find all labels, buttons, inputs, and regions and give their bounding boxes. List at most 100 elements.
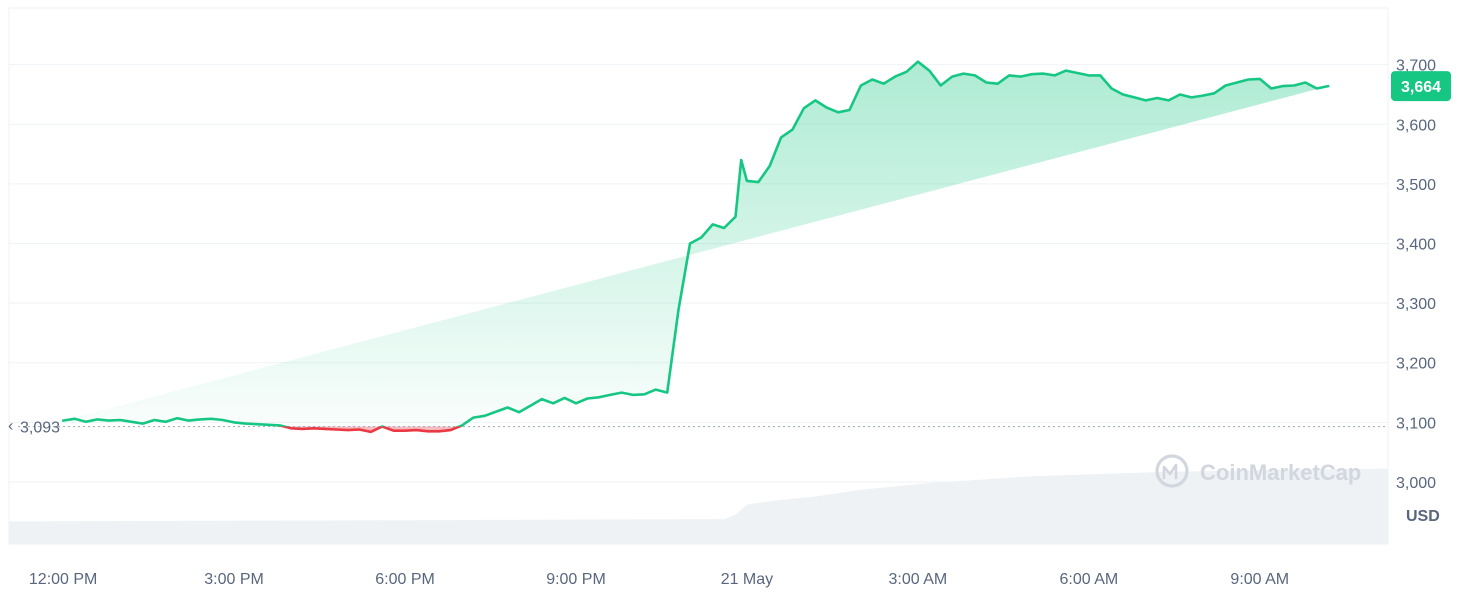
price-point[interactable] [927, 69, 931, 73]
price-point[interactable] [232, 420, 236, 424]
price-point[interactable] [369, 430, 373, 434]
price-point[interactable] [540, 397, 544, 401]
price-point[interactable] [722, 226, 726, 230]
price-point[interactable] [1121, 92, 1125, 96]
price-point[interactable] [73, 417, 77, 421]
price-point[interactable] [198, 417, 202, 421]
price-point[interactable] [859, 84, 863, 88]
price-point[interactable] [1235, 81, 1239, 85]
price-point[interactable] [426, 429, 430, 433]
price-point[interactable] [255, 422, 259, 426]
price-point[interactable] [357, 428, 361, 432]
price-point[interactable] [1281, 84, 1285, 88]
price-point[interactable] [677, 307, 681, 311]
price-point[interactable] [825, 106, 829, 110]
price-point[interactable] [688, 242, 692, 246]
price-point[interactable] [893, 75, 897, 79]
price-point[interactable] [836, 110, 840, 114]
price-point[interactable] [1372, 0, 1376, 2]
price-point[interactable] [483, 414, 487, 418]
price-point[interactable] [1326, 84, 1330, 88]
price-point[interactable] [1132, 95, 1136, 99]
price-point[interactable] [335, 428, 339, 432]
price-point[interactable] [939, 84, 943, 88]
price-point[interactable] [1246, 78, 1250, 82]
price-point[interactable] [1292, 84, 1296, 88]
price-point[interactable] [1224, 84, 1228, 88]
price-point[interactable] [711, 222, 715, 226]
price-point[interactable] [323, 427, 327, 431]
price-point[interactable] [973, 73, 977, 77]
price-point[interactable] [996, 82, 1000, 86]
price-point[interactable] [745, 179, 749, 183]
price-point[interactable] [289, 426, 293, 430]
price-point[interactable] [1360, 0, 1364, 2]
price-point[interactable] [1110, 86, 1114, 90]
price-point[interactable] [1338, 0, 1342, 2]
price-point[interactable] [585, 397, 589, 401]
price-point[interactable] [300, 427, 304, 431]
price-point[interactable] [768, 164, 772, 168]
price-point[interactable] [1155, 96, 1159, 100]
price-point[interactable] [848, 108, 852, 112]
price-point[interactable] [563, 396, 567, 400]
price-point[interactable] [1269, 86, 1273, 90]
price-point[interactable] [1189, 95, 1193, 99]
price-point[interactable] [494, 410, 498, 414]
price-point[interactable] [243, 422, 247, 426]
price-point[interactable] [631, 393, 635, 397]
price-point[interactable] [1349, 0, 1353, 2]
price-point[interactable] [1007, 73, 1011, 77]
price-point[interactable] [1201, 94, 1205, 98]
price-point[interactable] [278, 423, 282, 427]
price-point[interactable] [1098, 73, 1102, 77]
price-point[interactable] [1053, 73, 1057, 77]
price-point[interactable] [118, 418, 122, 422]
price-point[interactable] [620, 391, 624, 395]
price-point[interactable] [506, 405, 510, 409]
price-point[interactable] [574, 401, 578, 405]
price-point[interactable] [130, 420, 134, 424]
price-point[interactable] [870, 78, 874, 82]
price-point[interactable] [164, 420, 168, 424]
price-point[interactable] [734, 215, 738, 219]
price-point[interactable] [95, 417, 99, 421]
price-point[interactable] [152, 418, 156, 422]
price-point[interactable] [1064, 69, 1068, 73]
price-point[interactable] [1018, 75, 1022, 79]
price-point[interactable] [1178, 92, 1182, 96]
price-point[interactable] [904, 70, 908, 74]
price-point[interactable] [608, 393, 612, 397]
price-point[interactable] [1075, 71, 1079, 75]
price-point[interactable] [209, 417, 213, 421]
price-point[interactable] [186, 419, 190, 423]
price-point[interactable] [984, 81, 988, 85]
price-point[interactable] [1303, 81, 1307, 85]
price-point[interactable] [739, 158, 743, 162]
price-point[interactable] [551, 401, 555, 405]
price-point[interactable] [528, 404, 532, 408]
price-point[interactable] [779, 135, 783, 139]
price-point[interactable] [791, 128, 795, 132]
price-point[interactable] [1041, 72, 1045, 76]
price-point[interactable] [141, 422, 145, 426]
price-point[interactable] [517, 410, 521, 414]
price-point[interactable] [1315, 86, 1319, 90]
price-point[interactable] [813, 98, 817, 102]
price-point[interactable] [266, 423, 270, 427]
price-point[interactable] [392, 429, 396, 433]
price-point[interactable] [84, 420, 88, 424]
price-point[interactable] [699, 236, 703, 240]
price-point[interactable] [449, 428, 453, 432]
price-point[interactable] [61, 419, 65, 423]
price-point[interactable] [1212, 91, 1216, 95]
price-point[interactable] [414, 428, 418, 432]
price-point[interactable] [642, 392, 646, 396]
price-point[interactable] [950, 75, 954, 79]
price-point[interactable] [380, 425, 384, 429]
price-point[interactable] [665, 391, 669, 395]
price-point[interactable] [654, 388, 658, 392]
price-point[interactable] [460, 423, 464, 427]
price-point[interactable] [346, 428, 350, 432]
